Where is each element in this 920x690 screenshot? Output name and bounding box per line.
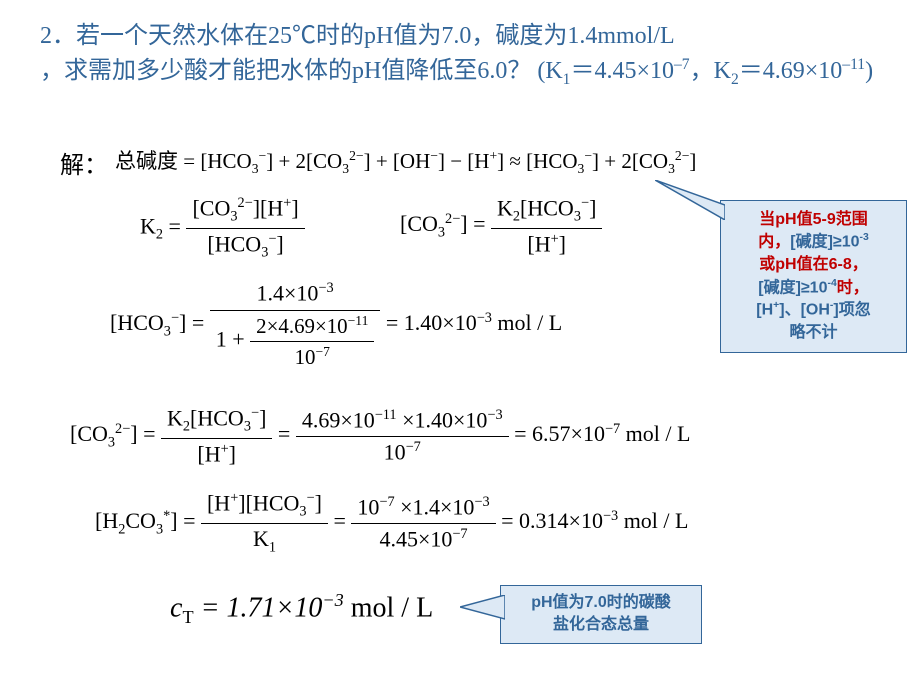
eq-alkalinity: 总碱度 = [HCO3−] + 2[CO32−] + [OH−] − [H+] … [115,145,696,177]
eq-co3-calc: [CO32−] = K2[HCO3−] [H+] = 4.69×10−11 ×1… [70,405,690,467]
problem-statement: 2．若一个天然水体在25℃时的pH值为7.0，碱度为1.4mmol/L ，求需加… [0,0,920,90]
callout-arrow-right [655,180,725,220]
eq-co3-expr: [CO32−] = K2[HCO3−] [H+] [400,195,602,257]
eq-h2co3-calc: [H2CO3*] = [H+][HCO3−] K1 = 10−7 ×1.4×10… [95,490,688,556]
solution-label: 解： [60,145,108,180]
callout-right: 当pH值5-9范围 内，[碱度]≥10-3 或pH值在6-8， [碱度]≥10-… [720,200,907,353]
callout-bottom: pH值为7.0时的碳酸 盐化合态总量 [500,585,702,644]
problem-line1: 2．若一个天然水体在25℃时的pH值为7.0，碱度为1.4mmol/L [40,23,675,49]
problem-line2: ，求需加多少酸才能把水体的pH值降低至6.0？ (K [40,58,563,84]
eq-k2-def: K2 = [CO32−][H+] [HCO3−] [140,195,305,261]
callout-arrow-bottom [460,595,505,625]
eq-hco3-calc: [HCO3−] = 1.4×10−3 1 + 2×4.69×10−11 10−7… [110,280,562,370]
eq-ct: cT = 1.71×10−3 mol / L [170,590,433,628]
